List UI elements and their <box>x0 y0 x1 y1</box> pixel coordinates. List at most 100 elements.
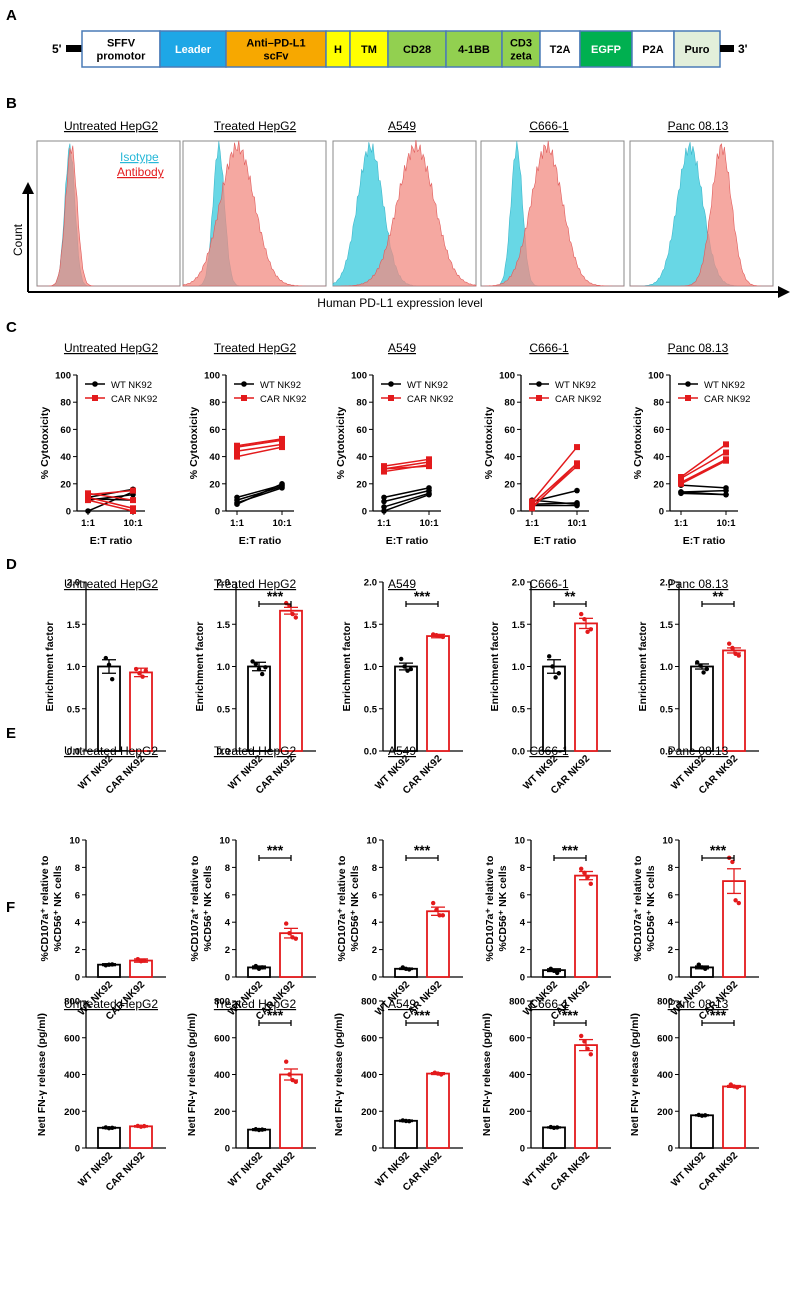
wt-series-line <box>236 485 283 501</box>
three-prime-label: 3' <box>738 42 748 56</box>
x-axis-label: E:T ratio <box>534 535 577 547</box>
y-tick-label: 0 <box>520 1144 525 1155</box>
wt-point <box>678 489 684 495</box>
y-axis-label-line2: %CD56⁺ NK cells <box>349 865 361 951</box>
y-tick-label: 200 <box>361 1107 377 1118</box>
construct-segment-box <box>445 30 503 68</box>
y-tick-label: 2 <box>225 945 230 956</box>
y-tick-label: 1.5 <box>67 620 81 631</box>
construct-segment-label: T2A <box>550 44 571 56</box>
legend-wt-marker <box>241 381 247 387</box>
car-point <box>293 1079 298 1085</box>
y-tick-label: 1.0 <box>67 662 80 673</box>
y-tick-label: 10 <box>366 836 377 847</box>
y-tick-label: 10 <box>662 836 673 847</box>
significance-stars: ** <box>565 588 576 604</box>
ifng-plot-title: Panc 08.13 <box>668 997 729 1011</box>
significance-stars: *** <box>267 1007 284 1023</box>
car-point <box>736 900 741 906</box>
construct-segment-label: scFv <box>263 51 289 63</box>
x-tick-label: 10:1 <box>272 518 292 529</box>
y-tick-label: 0 <box>520 973 525 984</box>
car-point <box>582 1039 587 1044</box>
cytotoxicity-plot: Panc 08.13 0 20 40 60 80 100 1:1 10:1 E:T ratio % … <box>632 341 750 547</box>
wt-point <box>551 968 557 974</box>
y-tick-label: 6 <box>668 890 673 901</box>
y-tick-label: 40 <box>504 452 515 463</box>
y-tick-label: 100 <box>55 371 71 382</box>
wt-series-line <box>236 487 283 504</box>
cytotoxicity-plot: A549 0 20 40 60 80 100 1:1 10:1 E:T ratio % Cytoto… <box>335 341 453 547</box>
ifng-plot-title: Untreated HepG2 <box>64 997 158 1011</box>
legend-car-label: CAR NK92 <box>704 394 750 405</box>
y-tick-label: 2.0 <box>364 578 377 589</box>
y-tick-label: 1.0 <box>660 662 673 673</box>
y-tick-label: 0 <box>372 973 377 984</box>
car-point <box>723 457 729 464</box>
car-point <box>736 653 741 658</box>
car-series-line <box>680 443 727 478</box>
y-axis-label: NetI FN-γ release (pg/ml) <box>186 1013 198 1136</box>
y-tick-label: 2.0 <box>67 578 80 589</box>
car-series-line <box>236 438 283 447</box>
cd107a-plot-title: Panc 08.13 <box>668 744 729 758</box>
wt-series-line <box>383 489 430 503</box>
legend-wt-marker <box>388 381 394 387</box>
car-series-line <box>383 458 430 467</box>
y-tick-label: 2 <box>372 945 377 956</box>
wt-point <box>110 1125 115 1130</box>
wt-point <box>103 655 109 661</box>
y-axis-label-line2: %CD56⁺ NK cells <box>202 865 214 951</box>
construct-segment: Leader <box>159 30 227 68</box>
flow-plot: Panc 08.13 <box>629 119 774 287</box>
y-tick-label: 40 <box>653 452 664 463</box>
wt-bar <box>97 665 121 752</box>
car-bar <box>129 671 153 752</box>
y-tick-label: 0 <box>75 1144 80 1155</box>
construct-segment-label: SFFV <box>107 38 136 50</box>
enrichment-plot-title: Panc 08.13 <box>668 577 729 591</box>
wt-point <box>106 662 112 668</box>
x-tick-label: 1:1 <box>674 518 688 529</box>
y-tick-label: 4 <box>520 918 526 929</box>
car-point <box>130 487 136 494</box>
wt-point <box>106 962 112 967</box>
x-tick-label: 10:1 <box>567 518 587 529</box>
y-tick-label: 800 <box>657 997 673 1008</box>
construct-segment-box <box>673 30 721 68</box>
car-point <box>723 449 729 456</box>
car-point <box>582 870 587 876</box>
y-tick-label: 0.5 <box>67 704 81 715</box>
x-tick-label: 1:1 <box>525 518 539 529</box>
legend-car-marker <box>685 395 691 401</box>
car-point <box>135 956 140 962</box>
y-tick-label: 1.0 <box>364 662 377 673</box>
car-series-line <box>236 446 283 458</box>
y-tick-label: 60 <box>356 425 367 436</box>
y-tick-label: 80 <box>209 398 220 409</box>
wt-point <box>85 508 91 514</box>
flow-plot: Untreated HepG2 <box>36 119 181 287</box>
y-tick-label: 200 <box>214 1107 230 1118</box>
wt-point <box>250 659 255 664</box>
legend-wt-marker <box>685 381 691 387</box>
five-prime-label: 5' <box>52 42 62 56</box>
y-tick-label: 2.0 <box>660 578 673 589</box>
car-point <box>582 616 587 622</box>
car-series-line <box>87 496 134 510</box>
car-bar <box>722 880 746 978</box>
car-point <box>431 900 436 906</box>
y-tick-label: 0.5 <box>364 704 378 715</box>
construct-segment-label: 4-1BB <box>458 44 490 56</box>
car-point <box>434 907 439 913</box>
wt-point <box>701 670 706 675</box>
car-point <box>134 666 139 672</box>
wt-point <box>408 666 413 672</box>
car-point <box>730 645 735 651</box>
car-point <box>579 1033 584 1039</box>
y-axis-label: Enrichment factor <box>341 622 353 712</box>
